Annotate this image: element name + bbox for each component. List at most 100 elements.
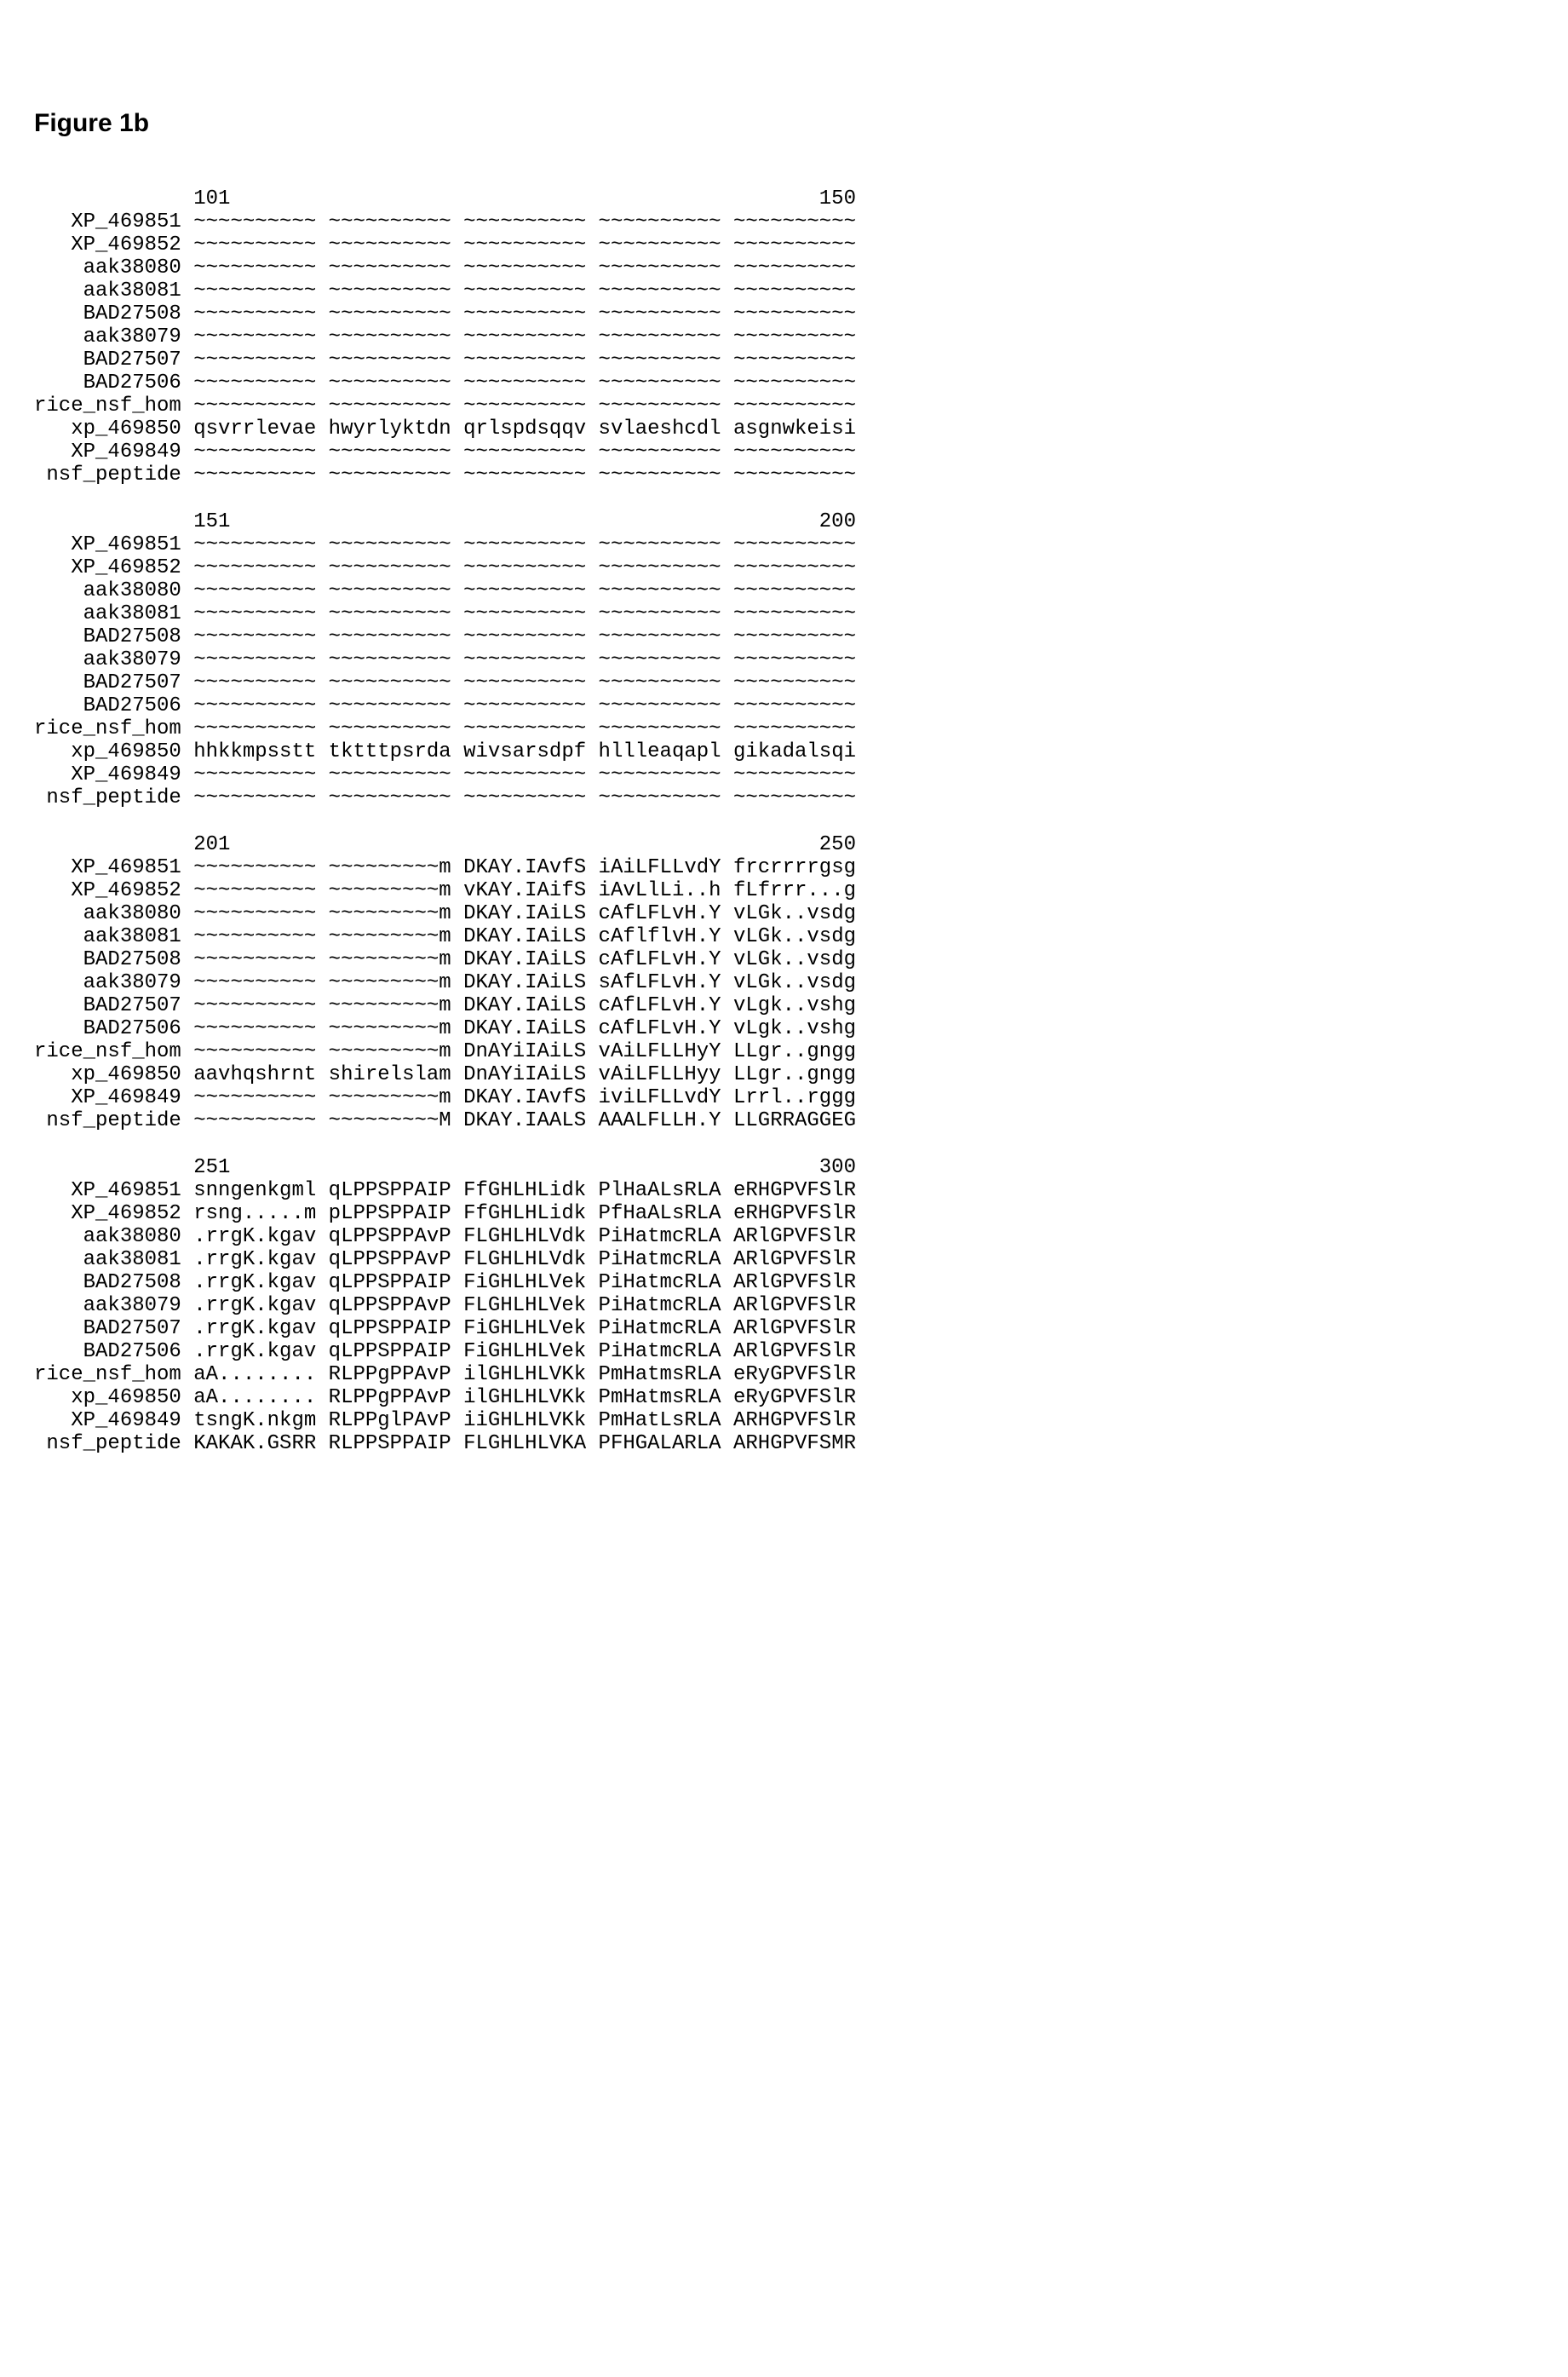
sequence-column: ~~~~~~~~~~ [329,763,451,786]
sequence-column: ~~~~~~~~~~ [193,625,316,648]
sequence-column: RLPPgPPAvP [329,1363,451,1386]
sequence-label: XP_469849 [34,1086,181,1109]
alignment-row: nsf_peptide ~~~~~~~~~~ ~~~~~~~~~~ ~~~~~~… [34,463,1534,486]
sequence-column: ~~~~~~~~~~ [733,348,856,371]
sequence-column: PFHGALARLA [599,1432,721,1455]
sequence-label: BAD27506 [34,371,181,394]
alignment-row: rice_nsf_hom ~~~~~~~~~~ ~~~~~~~~~~ ~~~~~… [34,717,1534,740]
sequence-column: FLGHLHLVdk [463,1248,586,1271]
sequence-column: ~~~~~~~~~~ [329,256,451,279]
sequence-label: XP_469852 [34,879,181,902]
sequence-column: ~~~~~~~~~~ [193,1086,316,1109]
sequence-column: ~~~~~~~~~~ [329,694,451,717]
position-header: 101 150 [34,187,1534,210]
sequence-column: ARlGPVFSlR [733,1317,856,1340]
sequence-column: ~~~~~~~~~~ [193,856,316,879]
sequence-column: DKAY.IAiLS [463,948,586,971]
sequence-column: ARlGPVFSlR [733,1248,856,1271]
position-start: 201 [193,833,230,856]
alignment-row: XP_469852 rsng.....m pLPPSPPAIP FfGHLHLi… [34,1202,1534,1225]
sequence-column: ~~~~~~~~~~ [193,1040,316,1063]
sequence-column: ~~~~~~~~~~ [733,556,856,579]
sequence-column: ~~~~~~~~~m [329,1086,451,1109]
position-start: 251 [193,1156,230,1179]
sequence-column: .rrgK.kgav [193,1225,316,1248]
sequence-column: qLPPSPPAIP [329,1340,451,1363]
position-header: 201 250 [34,833,1534,856]
sequence-label: XP_469851 [34,856,181,879]
sequence-column: ~~~~~~~~~~ [733,302,856,325]
sequence-column: ~~~~~~~~~~ [329,625,451,648]
sequence-column: ARlGPVFSlR [733,1271,856,1294]
sequence-column: ~~~~~~~~~~ [599,279,721,302]
sequence-column: ~~~~~~~~~~ [463,233,586,256]
sequence-label: aak38081 [34,925,181,948]
sequence-column: RLPPglPAvP [329,1409,451,1432]
sequence-column: ~~~~~~~~~~ [329,440,451,463]
sequence-column: RLPPgPPAvP [329,1386,451,1409]
alignment-row: xp_469850 hhkkmpsstt tktttpsrda wivsarsd… [34,740,1534,763]
sequence-column: ~~~~~~~~~~ [733,625,856,648]
alignment-row: aak38080 ~~~~~~~~~~ ~~~~~~~~~~ ~~~~~~~~~… [34,256,1534,279]
alignment-row: rice_nsf_hom aA........ RLPPgPPAvP ilGHL… [34,1363,1534,1386]
alignment-row: aak38079 .rrgK.kgav qLPPSPPAvP FLGHLHLVe… [34,1294,1534,1317]
sequence-column: PiHatmcRLA [599,1248,721,1271]
sequence-label: rice_nsf_hom [34,394,181,417]
sequence-column: ~~~~~~~~~~ [463,602,586,625]
sequence-column: vAiLFLLHyY [599,1040,721,1063]
sequence-column: tsngK.nkgm [193,1409,316,1432]
sequence-column: ~~~~~~~~~~ [463,717,586,740]
alignment-block: 101 150XP_469851 ~~~~~~~~~~ ~~~~~~~~~~ ~… [34,187,1534,486]
sequence-column: ~~~~~~~~~~ [463,440,586,463]
sequence-column: ~~~~~~~~~m [329,925,451,948]
sequence-column: ~~~~~~~~~~ [193,325,316,348]
sequence-column: ~~~~~~~~~~ [733,279,856,302]
sequence-label: XP_469849 [34,440,181,463]
sequence-column: ~~~~~~~~~~ [599,648,721,671]
alignment-row: BAD27506 .rrgK.kgav qLPPSPPAIP FiGHLHLVe… [34,1340,1534,1363]
alignment-row: XP_469852 ~~~~~~~~~~ ~~~~~~~~~m vKAY.IAi… [34,879,1534,902]
sequence-column: ARlGPVFSlR [733,1294,856,1317]
sequence-column: qLPPSPPAvP [329,1248,451,1271]
sequence-column: ~~~~~~~~~~ [329,533,451,556]
alignment-row: BAD27507 ~~~~~~~~~~ ~~~~~~~~~~ ~~~~~~~~~… [34,671,1534,694]
sequence-column: ~~~~~~~~~~ [463,394,586,417]
sequence-label: XP_469852 [34,233,181,256]
sequence-column: ~~~~~~~~~~ [193,279,316,302]
alignment-row: XP_469849 ~~~~~~~~~~ ~~~~~~~~~~ ~~~~~~~~… [34,440,1534,463]
sequence-label: xp_469850 [34,1386,181,1409]
sequence-column: cAfLFLvH.Y [599,994,721,1017]
sequence-column: LLgr..gngg [733,1063,856,1086]
sequence-column: ~~~~~~~~~~ [329,210,451,233]
sequence-column: ~~~~~~~~~~ [733,463,856,486]
sequence-column: ~~~~~~~~~~ [193,948,316,971]
sequence-label: nsf_peptide [34,786,181,809]
sequence-column: cAflflvH.Y [599,925,721,948]
alignment-row: BAD27508 ~~~~~~~~~~ ~~~~~~~~~m DKAY.IAiL… [34,948,1534,971]
sequence-column: ~~~~~~~~~~ [193,348,316,371]
sequence-label: XP_469851 [34,210,181,233]
sequence-column: ~~~~~~~~~~ [193,256,316,279]
position-end: 150 [819,187,856,210]
alignment-row: xp_469850 aavhqshrnt shirelslam DnAYiIAi… [34,1063,1534,1086]
sequence-column: vAiLFLLHyy [599,1063,721,1086]
sequence-column: ~~~~~~~~~~ [733,394,856,417]
sequence-label: xp_469850 [34,417,181,440]
alignment-row: aak38081 ~~~~~~~~~~ ~~~~~~~~~~ ~~~~~~~~~… [34,279,1534,302]
sequence-column: ~~~~~~~~~~ [329,717,451,740]
sequence-column: ~~~~~~~~~~ [329,233,451,256]
sequence-column: ~~~~~~~~~~ [463,648,586,671]
sequence-column: eRyGPVFSlR [733,1386,856,1409]
sequence-label: BAD27508 [34,1271,181,1294]
alignment-row: BAD27507 ~~~~~~~~~~ ~~~~~~~~~m DKAY.IAiL… [34,994,1534,1017]
position-range: 251 300 [193,1156,856,1179]
sequence-column: ARHGPVFSlR [733,1409,856,1432]
alignment-row: nsf_peptide ~~~~~~~~~~ ~~~~~~~~~M DKAY.I… [34,1109,1534,1132]
sequence-column: ~~~~~~~~~~ [463,210,586,233]
sequence-column: cAfLFLvH.Y [599,902,721,925]
sequence-column: .rrgK.kgav [193,1317,316,1340]
sequence-column: iAiLFLLvdY [599,856,721,879]
alignment-row: xp_469850 qsvrrlevae hwyrlyktdn qrlspdsq… [34,417,1534,440]
sequence-column: FiGHLHLVek [463,1271,586,1294]
sequence-label: nsf_peptide [34,1432,181,1455]
